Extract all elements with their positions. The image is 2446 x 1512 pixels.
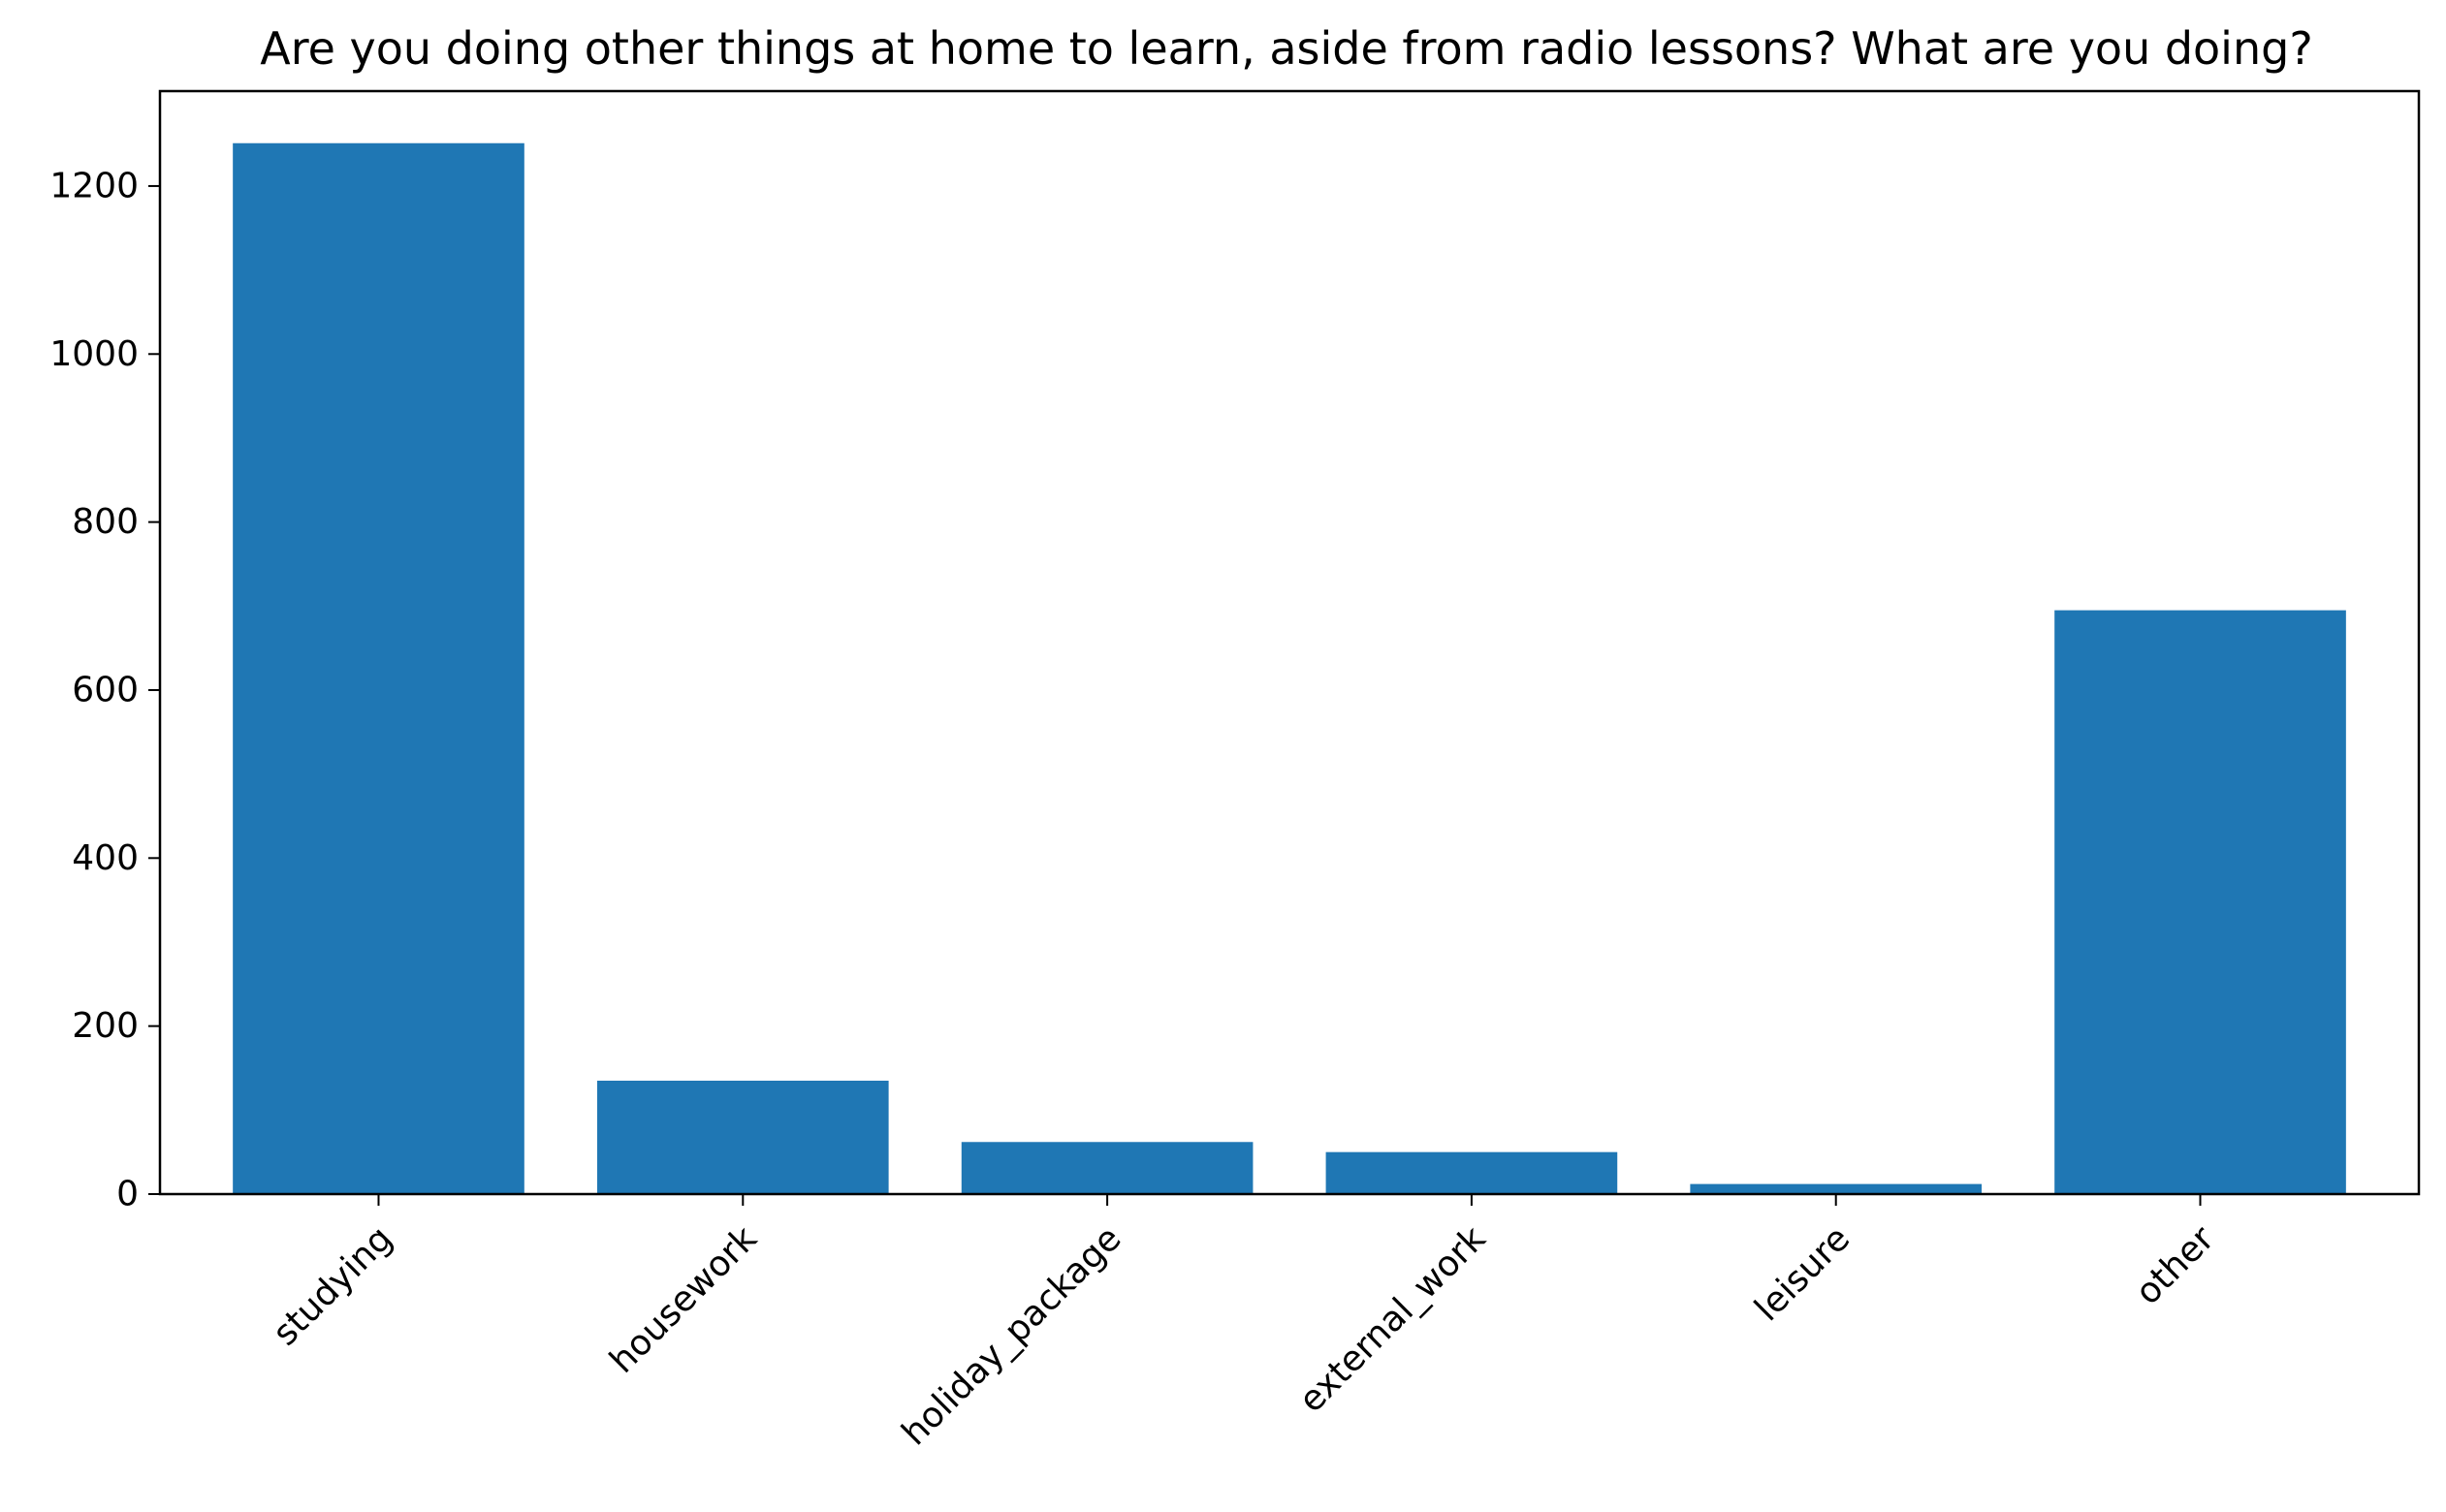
bar-external-work [1325,1151,1618,1194]
bar-holiday-package [961,1142,1254,1194]
bar-housework [596,1080,889,1194]
y-tick-label: 1200 [49,166,139,205]
y-tick-label: 400 [72,838,139,878]
bars-group [233,142,2346,1195]
bar-studying [233,142,524,1195]
y-tick-label: 600 [72,670,139,709]
y-tick-label: 200 [72,1006,139,1046]
y-tick-label: 1000 [49,334,139,374]
bar-leisure [1690,1183,1983,1194]
y-axis: 0 200 400 600 800 1000 1200 [49,166,160,1214]
bar-other [2054,610,2346,1194]
y-tick-label: 0 [116,1175,139,1214]
chart-title: Are you doing other things at home to le… [260,22,2312,75]
plot-frame [158,89,2421,1196]
y-tick-label: 800 [72,502,139,542]
